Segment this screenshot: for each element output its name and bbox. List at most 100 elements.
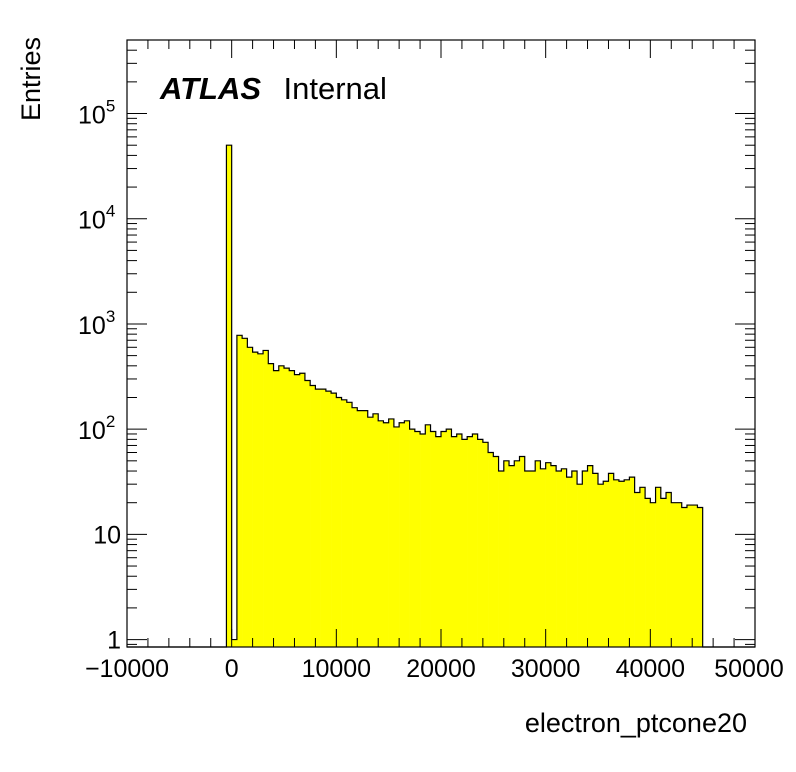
histogram-bar: [304, 380, 311, 647]
histogram-bar: [629, 477, 635, 647]
histogram-bar: [519, 456, 526, 647]
histogram-bar: [681, 507, 688, 647]
y-tick-label: 102: [78, 412, 115, 445]
atlas-label: ATLAS Internal: [159, 71, 387, 106]
histogram-bar: [660, 498, 667, 647]
tick-labels: −10000 0 10000 20000 30000 40000 50000 1 10 102 10…: [78, 97, 784, 683]
histogram-bar: [252, 352, 259, 647]
histogram-bar: [503, 460, 510, 647]
histogram-bar: [692, 505, 698, 647]
y-axis-title: Entries: [16, 37, 46, 121]
histogram-bar: [414, 431, 421, 647]
histogram-bar: [639, 487, 646, 647]
histogram-bar: [598, 484, 604, 647]
histogram-bar: [540, 468, 546, 647]
histogram-bar: [409, 429, 416, 647]
histogram-bar: [294, 374, 300, 647]
histogram-bar: [587, 465, 594, 647]
histogram-bar: [493, 456, 499, 647]
histogram-bar: [425, 424, 431, 647]
histogram-bar: [388, 418, 395, 647]
axes: [126, 39, 756, 648]
y-tick-label: 103: [78, 307, 115, 340]
histogram-bar: [273, 370, 280, 647]
histogram-bar: [451, 436, 457, 647]
histogram-bar: [477, 439, 484, 647]
histogram-bar: [299, 373, 306, 647]
histogram-bar: [482, 442, 489, 647]
histogram-bar: [488, 452, 494, 647]
histogram-bar: [461, 439, 468, 647]
histogram-bar: [378, 420, 384, 647]
x-axis-title: electron_ptcone20: [525, 708, 747, 738]
histogram-bar: [676, 502, 683, 647]
histogram-bar: [435, 436, 442, 647]
histogram-bar: [289, 370, 295, 647]
histogram-bar: [582, 471, 588, 647]
histogram-bar: [226, 145, 232, 647]
histogram-bar: [420, 433, 426, 647]
histogram-bar: [550, 465, 557, 647]
histogram-bar: [367, 417, 374, 647]
histogram-bar: [566, 477, 573, 647]
x-tick-label: −10000: [85, 655, 169, 683]
histogram-bar: [608, 473, 614, 647]
atlas-internal-text: Internal: [283, 71, 386, 106]
histogram-bar: [561, 468, 567, 647]
histogram-bar: [325, 391, 332, 647]
x-tick-label: 10000: [302, 655, 372, 683]
histogram-bar: [257, 353, 264, 647]
histogram-bar: [603, 481, 609, 647]
histogram-bar: [346, 402, 353, 647]
histogram-bar: [634, 492, 641, 647]
histogram-bar: [613, 479, 620, 647]
x-tick-label: 20000: [406, 655, 476, 683]
histogram-bar: [456, 433, 463, 647]
y-tick-label: 104: [78, 202, 115, 235]
histogram-bar: [336, 397, 342, 647]
y-tick-label: 1: [107, 627, 121, 655]
histogram-bar: [509, 465, 515, 647]
histogram-bar: [645, 498, 651, 647]
histogram-bar: [655, 487, 662, 647]
histogram-bar: [498, 471, 505, 647]
histogram-bar: [650, 502, 656, 647]
atlas-bold-text: ATLAS: [159, 71, 261, 106]
histogram-bar: [430, 431, 437, 647]
histogram-bar: [524, 471, 531, 647]
histogram-bar: [446, 429, 452, 647]
histogram-bar: [362, 410, 369, 647]
histogram-bar: [514, 460, 520, 647]
histogram-bar: [529, 471, 536, 647]
histogram-bar: [671, 502, 677, 647]
x-tick-label: 30000: [511, 655, 581, 683]
histogram-outline-path: [127, 144, 755, 648]
histogram-bar: [472, 433, 478, 647]
histogram-bar: [393, 426, 400, 647]
histogram-bar: [231, 639, 238, 647]
histogram-bar: [556, 471, 562, 647]
histogram-bar: [357, 410, 363, 647]
histogram-bar: [242, 338, 248, 647]
histogram-bar: [577, 484, 583, 647]
x-tick-label: 40000: [616, 655, 686, 683]
y-tick-label: 105: [78, 97, 115, 130]
histogram-bar: [284, 368, 290, 647]
histogram-bar: [666, 492, 672, 647]
histogram-bar: [247, 347, 253, 647]
histogram-bar: [352, 407, 358, 647]
x-tick-label: 0: [225, 655, 239, 683]
histogram-bar: [686, 505, 693, 647]
histogram-bar: [535, 460, 541, 647]
histogram-bar: [268, 363, 274, 647]
histogram-outline: [127, 144, 755, 648]
x-tick-label: 50000: [714, 655, 784, 683]
histogram-bar: [372, 413, 379, 647]
histogram-bar: [310, 385, 316, 647]
histogram-bar: [341, 399, 348, 647]
histogram-bar: [441, 431, 447, 647]
y-tick-label: 10: [93, 521, 121, 549]
histogram-fill: [226, 145, 703, 647]
histogram-bar: [624, 479, 630, 647]
